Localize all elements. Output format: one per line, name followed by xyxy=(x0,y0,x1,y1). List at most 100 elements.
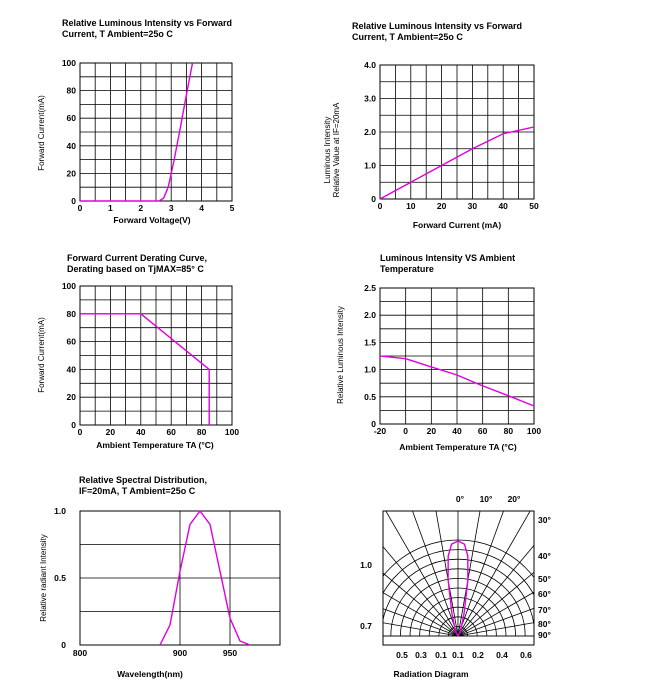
bottom-scale-label: 0.2 xyxy=(472,650,484,660)
y-axis-label: Forward Current(mA) xyxy=(37,95,46,171)
x-tick-label: 950 xyxy=(223,648,237,658)
x-tick-label: 60 xyxy=(166,427,176,437)
y-axis-label-line-1: Luminous Intensity xyxy=(323,117,332,184)
x-axis-label: Wavelength(nm) xyxy=(117,669,183,679)
x-tick-label: 4 xyxy=(199,203,204,213)
bottom-scale-label: 0.5 xyxy=(396,650,408,660)
angle-label: 20° xyxy=(508,494,521,504)
y-tick-label: 1.0 xyxy=(364,365,376,375)
x-tick-label: 40 xyxy=(136,427,146,437)
x-axis-label: Forward Voltage(V) xyxy=(113,215,190,225)
x-tick-label: 900 xyxy=(173,648,187,658)
polar-radial-line xyxy=(385,511,459,637)
angle-label: 80° xyxy=(538,619,551,629)
chart-intensity-vs-temperature: Luminous Intensity VS Ambient Temperatur… xyxy=(336,253,541,452)
polar-radial-line xyxy=(383,622,459,637)
y-tick-label: 4.0 xyxy=(364,60,376,70)
y-tick-label: 100 xyxy=(62,281,76,291)
y-tick-label: 20 xyxy=(67,392,77,402)
y-axis-label-line-2: Relative Value at IF=20mA xyxy=(332,102,341,197)
x-tick-label: 20 xyxy=(106,427,116,437)
x-axis-label: Forward Current (mA) xyxy=(413,220,501,230)
y-tick-label: 100 xyxy=(62,58,76,68)
angle-label: 70° xyxy=(538,605,551,615)
y-axis-label: Relative Luminous Intensity xyxy=(336,306,345,404)
polar-radial-line xyxy=(383,545,459,637)
x-tick-label: 10 xyxy=(406,201,416,211)
y-tick-label: 0 xyxy=(371,194,376,204)
y-tick-label: 60 xyxy=(67,113,77,123)
polar-radial-line xyxy=(383,572,459,637)
polar-radial-line xyxy=(383,608,459,637)
x-tick-label: 0 xyxy=(78,203,83,213)
polar-radial-line xyxy=(457,511,481,637)
angle-label: 10° xyxy=(480,494,493,504)
series-line xyxy=(379,126,535,200)
x-tick-label: 0 xyxy=(378,201,383,211)
y-tick-label: 0.5 xyxy=(54,573,66,583)
series-line xyxy=(379,355,535,407)
polar-radial-line xyxy=(457,591,534,637)
polar-radial-line xyxy=(457,511,504,637)
x-tick-label: 80 xyxy=(504,426,514,436)
angle-label: 90° xyxy=(538,630,551,640)
y-tick-label: 0 xyxy=(371,419,376,429)
x-tick-label: -20 xyxy=(374,426,387,436)
chart-title-line-2: Current, T Ambient=25o C xyxy=(62,29,173,39)
series-line xyxy=(159,510,251,646)
y-tick-label: 3.0 xyxy=(364,94,376,104)
bottom-scale-label: 0.4 xyxy=(496,650,508,660)
y-tick-label: 20 xyxy=(67,168,77,178)
x-tick-label: 80 xyxy=(197,427,207,437)
chart-title-line-1: Forward Current Derating Curve, xyxy=(67,253,207,263)
radiation-lobe xyxy=(447,540,469,637)
plot-frame xyxy=(382,510,535,646)
chart-title-line-2: Temperature xyxy=(380,264,434,274)
y-axis-label: Relative radiant Intensity xyxy=(39,534,48,622)
y-tick-label: 2.0 xyxy=(364,127,376,137)
chart-title-line-2: Current, T Ambient=25o C xyxy=(352,32,463,42)
chart-title-line-2: Derating based on TjMAX=85° C xyxy=(67,264,204,274)
chart-radiation-diagram: 0° 10° 20° 30° 40° 50° 60° 70° 80°90° 1.0 0.7 0.5 0.… xyxy=(360,494,551,679)
bottom-scale-label: 0.3 xyxy=(415,650,427,660)
polar-grid xyxy=(383,511,534,637)
polar-radial-line xyxy=(457,622,534,637)
x-tick-label: 100 xyxy=(225,427,239,437)
y-tick-label: 1.5 xyxy=(364,337,376,347)
y-tick-label: 2.0 xyxy=(364,310,376,320)
chart-title-line-1: Relative Luminous Intensity vs Forward xyxy=(352,21,522,31)
plot-frame xyxy=(379,64,535,200)
bottom-scale-label: 0.1 xyxy=(452,650,464,660)
x-tick-label: 100 xyxy=(527,426,541,436)
x-tick-label: 50 xyxy=(529,201,539,211)
plot-frame xyxy=(79,285,233,426)
x-tick-label: 0 xyxy=(403,426,408,436)
angle-label: 30° xyxy=(538,515,551,525)
y-tick-label: 40 xyxy=(67,364,77,374)
x-tick-label: 30 xyxy=(468,201,478,211)
y-tick-label: 0 xyxy=(61,640,66,650)
x-tick-label: 5 xyxy=(230,203,235,213)
polar-radial-line xyxy=(457,571,534,637)
x-tick-label: 0 xyxy=(78,427,83,437)
chart-title-line-1: Luminous Intensity VS Ambient xyxy=(380,253,515,263)
x-tick-label: 20 xyxy=(437,201,447,211)
y-tick-label: 1.0 xyxy=(364,161,376,171)
y-tick-label: 80 xyxy=(67,309,77,319)
x-axis-label: Ambient Temperature TA (°C) xyxy=(399,442,517,452)
x-tick-label: 40 xyxy=(498,201,508,211)
x-axis-label: Radiation Diagram xyxy=(393,669,469,679)
x-tick-label: 40 xyxy=(452,426,462,436)
y-tick-label: 2.5 xyxy=(364,283,376,293)
y-tick-label: 40 xyxy=(67,141,77,151)
x-tick-label: 20 xyxy=(427,426,437,436)
bottom-scale-label: 0.1 xyxy=(435,650,447,660)
polar-radial-line xyxy=(412,511,459,637)
x-axis-label: Ambient Temperature TA (°C) xyxy=(96,440,214,450)
y-tick-label: 0.5 xyxy=(364,392,376,402)
angle-label: 40° xyxy=(538,551,551,561)
chart-title-line-1: Relative Spectral Distribution, xyxy=(79,475,207,485)
x-tick-label: 800 xyxy=(73,648,87,658)
radial-label: 1.0 xyxy=(360,560,372,570)
